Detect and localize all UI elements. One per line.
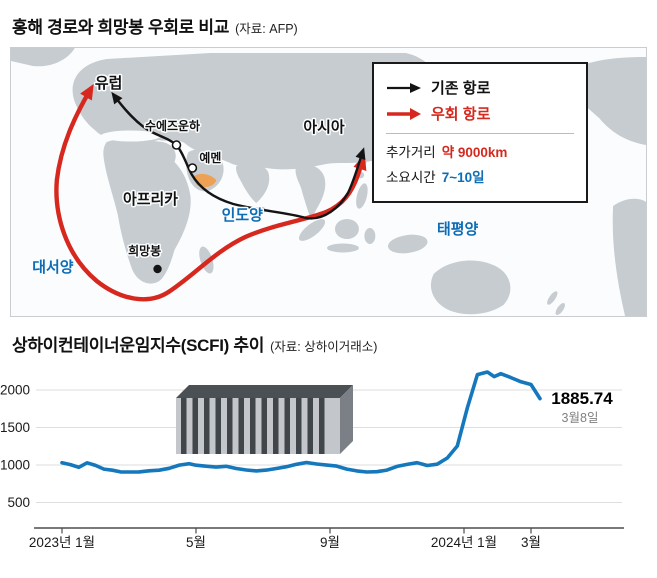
x-tick-label-2: 9월	[320, 535, 340, 550]
end-value-label: 1885.74	[551, 389, 613, 408]
container-side-face	[340, 385, 353, 454]
landmass-africa	[103, 138, 191, 284]
label-suez-canal: 수에즈운하	[145, 118, 200, 133]
legend-existing-route-row: 기존 항로	[386, 77, 574, 98]
scfi-chart-section: 상하이컨테이너운임지수(SCFI) 추이 (자료: 상하이거래소) 500 1000…	[0, 331, 657, 560]
page-title: 홍해 경로와 희망봉 우회로 비교	[12, 18, 230, 37]
cape-marker	[153, 264, 162, 274]
container-stripe	[307, 398, 313, 454]
container-stripe	[296, 398, 302, 454]
chart-header: 상하이컨테이너운임지수(SCFI) 추이 (자료: 상하이거래소)	[0, 331, 657, 356]
landmass-new-guinea	[387, 234, 428, 254]
x-tick-label-0: 2023년 1월	[29, 535, 95, 550]
landmass-philippines	[356, 183, 368, 209]
container-illustration	[176, 385, 353, 454]
landmass-arctic-fragment	[11, 48, 75, 67]
x-tick-label-3: 2024년 1월	[431, 535, 497, 550]
container-top-face	[176, 385, 353, 398]
landmass-south-america	[612, 198, 646, 316]
chart-axes: 2023년 1월 5월 9월 2024년 1월 3월	[29, 527, 624, 550]
landmass-sumatra	[298, 219, 326, 241]
container-stripe	[273, 398, 279, 454]
container-stripe	[284, 398, 290, 454]
container-stripe	[215, 398, 221, 454]
detour-route-arrow-icon	[387, 107, 421, 120]
landmass-new-zealand-south	[555, 303, 565, 315]
container-stripe	[192, 398, 198, 454]
infographic-page: 홍해 경로와 희망봉 우회로 비교 (자료: AFP)	[0, 0, 657, 560]
label-africa: 아프리카	[123, 191, 178, 208]
container-stripe	[204, 398, 210, 454]
legend-detour-route-label: 우회 항로	[431, 106, 491, 123]
y-tick-label-1500: 1500	[0, 420, 30, 435]
page-title-source: (자료: AFP)	[235, 22, 298, 36]
label-asia: 아시아	[303, 119, 344, 136]
yemen-marker	[187, 163, 198, 173]
legend-existing-route-label: 기존 항로	[431, 80, 491, 97]
duration-value: 7~10일	[441, 170, 485, 185]
scfi-chart: 500 1000 1500 2000 2023년 1월 5월 9월 2024년 1월 3월 1…	[0, 370, 624, 550]
y-tick-label-500: 500	[7, 495, 30, 510]
existing-route-path	[111, 91, 366, 220]
landmass-borneo	[334, 219, 359, 239]
label-indian-ocean: 인도양	[222, 206, 263, 224]
existing-route-arrow-icon	[387, 82, 421, 93]
landmass-new-zealand-north	[547, 291, 558, 305]
label-pacific-ocean: 태평양	[437, 220, 478, 238]
landmass-indochina	[295, 164, 326, 220]
container-front-face	[176, 398, 340, 454]
route-map-panel: 유럽 수에즈운하 아시아 예멘 아프리카 인도양 태평양 대서양 희망봉 기존 …	[10, 47, 647, 317]
container-stripe	[250, 398, 256, 454]
legend-detour-route-row: 우회 항로	[386, 103, 574, 124]
container-stripe	[238, 398, 244, 454]
x-tick-label-4: 3월	[521, 535, 541, 550]
duration-label: 소요시간	[386, 170, 436, 185]
y-tick-label-2000: 2000	[0, 383, 30, 398]
detour-route-path	[54, 83, 367, 302]
landmass-india	[236, 162, 270, 203]
container-stripe	[181, 398, 187, 454]
extra-distance-value: 약 9000km	[441, 145, 508, 160]
container-stripe	[319, 398, 325, 454]
label-europe: 유럽	[95, 75, 123, 92]
chart-source: (자료: 상하이거래소)	[270, 340, 378, 354]
container-stripes	[181, 398, 325, 454]
container-stripe	[227, 398, 233, 454]
extra-distance-label: 추가거리	[386, 145, 436, 160]
duration-row: 소요시간 7~10일	[386, 166, 574, 186]
landmass-sulawesi	[364, 228, 376, 244]
end-date-label: 3월8일	[562, 411, 599, 425]
landmass-java	[327, 243, 359, 253]
y-tick-label-1000: 1000	[0, 458, 30, 473]
route-legend: 기존 항로 우회 항로 추가거리 약 9000km 소요시간 7~10일	[372, 62, 588, 203]
label-yemen: 예멘	[199, 150, 221, 165]
page-header: 홍해 경로와 희망봉 우회로 비교 (자료: AFP)	[0, 0, 657, 47]
label-cape-of-good-hope: 희망봉	[128, 243, 161, 258]
container-stripe	[261, 398, 267, 454]
x-tick-label-1: 5월	[186, 535, 206, 550]
world-map: 유럽 수에즈운하 아시아 예멘 아프리카 인도양 태평양 대서양 희망봉	[11, 48, 646, 316]
chart-title: 상하이컨테이너운임지수(SCFI) 추이	[12, 336, 265, 355]
label-atlantic-ocean: 대서양	[32, 259, 73, 276]
suez-canal-marker	[171, 140, 182, 150]
extra-distance-row: 추가거리 약 9000km	[386, 141, 574, 161]
legend-divider	[386, 133, 574, 134]
landmass-australia	[430, 260, 511, 315]
scfi-line-series	[60, 370, 542, 474]
